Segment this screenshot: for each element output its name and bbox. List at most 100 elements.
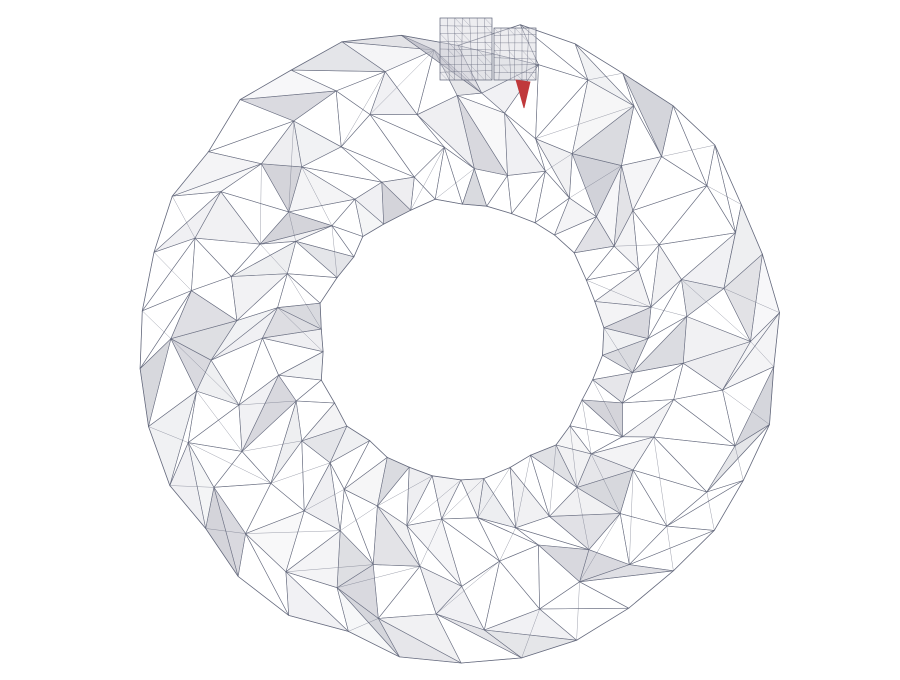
mesh-edge (521, 608, 540, 659)
mesh-edge (461, 17, 463, 81)
mesh-edge (462, 72, 470, 81)
mesh-face (295, 379, 336, 404)
mesh-edge (406, 479, 462, 526)
mesh-edge (270, 462, 331, 484)
mesh-face (714, 144, 742, 233)
mesh-edge (447, 64, 456, 73)
mesh-face (372, 505, 421, 567)
mesh-edge (706, 491, 715, 531)
mesh-edge (484, 72, 493, 81)
mesh-edge (493, 42, 502, 51)
mesh-edge (435, 168, 475, 200)
mesh-edge (476, 56, 485, 65)
mesh-edge (586, 279, 652, 308)
mesh-edge (569, 165, 622, 199)
top-fine-block-left (439, 17, 493, 81)
mesh-edge (592, 379, 623, 437)
mesh-face (706, 145, 736, 233)
mesh-edge (499, 527, 516, 562)
mesh-edge (476, 48, 485, 57)
mesh-edge (514, 27, 523, 36)
mesh-face (653, 436, 736, 493)
mesh-edge (439, 54, 493, 57)
mesh-edge (439, 56, 448, 65)
mesh-face (507, 170, 547, 215)
mesh-face (245, 510, 305, 573)
mesh-face (462, 167, 488, 207)
mesh-edge (439, 32, 493, 34)
mesh-edge (650, 306, 687, 317)
mesh-edge (142, 310, 172, 339)
mesh-edge (493, 27, 502, 36)
mesh-edge (569, 425, 578, 488)
mesh-edge (439, 25, 493, 27)
mesh-edge (476, 72, 485, 81)
mesh-edge (439, 70, 493, 73)
mesh-edge (587, 72, 623, 81)
mesh-edge (447, 48, 456, 57)
mesh-edge (515, 455, 531, 528)
mesh-face (499, 544, 540, 610)
mesh-face (187, 404, 243, 452)
mesh-edge (493, 64, 537, 66)
mesh-edge (196, 390, 243, 452)
mesh-edge (288, 120, 294, 212)
mesh-face (293, 120, 342, 168)
ring-outer-boundary (139, 24, 780, 664)
mesh-edge (277, 307, 324, 352)
selected-face-highlight[interactable] (515, 79, 531, 109)
mesh-edge (337, 566, 420, 588)
mesh-edge (205, 528, 246, 534)
mesh-edge (528, 57, 537, 66)
mesh-edge (614, 244, 660, 247)
mesh-face (537, 544, 590, 583)
mesh-face (658, 185, 737, 246)
mesh-edge (590, 453, 621, 514)
mesh-edge (447, 72, 456, 81)
mesh-edge (454, 41, 463, 50)
mesh-edge (661, 144, 715, 157)
mesh-edge (436, 560, 500, 615)
mesh-edge (340, 505, 378, 531)
mesh-face (191, 237, 232, 292)
mesh-edge (419, 518, 442, 567)
mesh-edge (348, 618, 379, 632)
mesh-face (340, 114, 416, 178)
mesh-edge (484, 56, 493, 65)
mesh-edge (369, 49, 435, 115)
mesh-face (410, 176, 436, 211)
mesh-edge (477, 467, 511, 518)
mesh-edge (304, 489, 345, 512)
mesh-edge (535, 105, 634, 139)
mesh-edge (525, 27, 530, 81)
mesh-face (295, 241, 355, 279)
mesh-edge (331, 225, 338, 278)
mesh-edge (603, 327, 633, 373)
mesh-edge (484, 25, 493, 34)
mesh-face (593, 269, 652, 308)
mesh-face (665, 479, 745, 531)
mesh-edge (241, 440, 302, 452)
mesh-edge (340, 71, 386, 147)
mesh-edge (410, 147, 445, 211)
mesh-edge (245, 530, 341, 534)
mesh-edge (576, 581, 580, 641)
mesh-edge (439, 48, 493, 51)
mesh-edge (545, 153, 573, 172)
mesh-edge (462, 33, 470, 42)
mesh-edge (153, 252, 192, 291)
mesh-edge (521, 35, 530, 43)
mesh-edge (469, 17, 473, 81)
mesh-edge (288, 211, 297, 242)
mesh-face (619, 513, 668, 566)
mesh-edge (493, 57, 537, 60)
mesh-edge (476, 17, 479, 81)
mesh-edge (148, 426, 189, 443)
mesh-edge (484, 17, 493, 26)
mesh-face (632, 185, 708, 246)
mesh-face (369, 70, 418, 116)
mesh-edge (507, 27, 516, 36)
mesh-edge (287, 273, 322, 330)
